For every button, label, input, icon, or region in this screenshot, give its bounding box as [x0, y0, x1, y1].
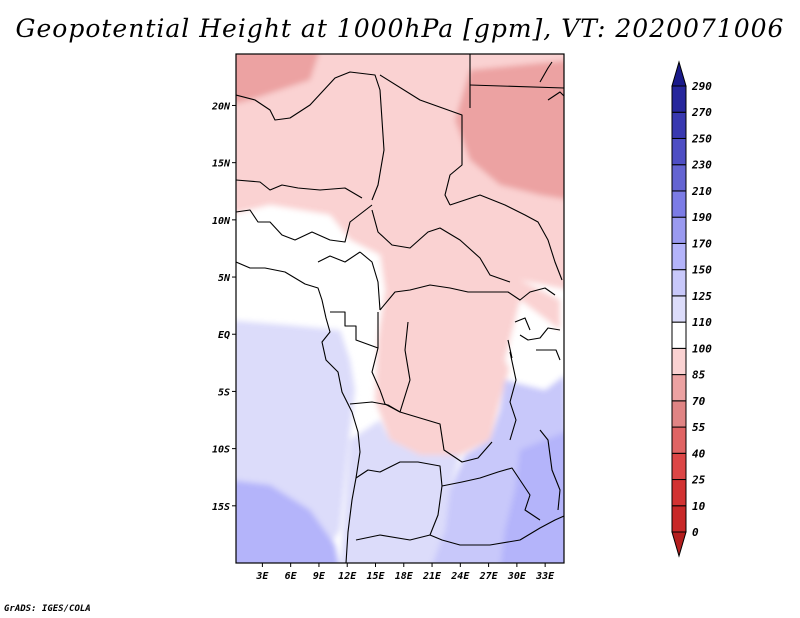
region-southern-africa	[340, 420, 460, 563]
colorbar-swatch	[671, 216, 687, 244]
colorbar-label: 250	[691, 132, 712, 145]
colorbar-label: 270	[691, 106, 712, 119]
colorbar-label: 10	[692, 500, 706, 513]
colorbar-swatch	[671, 269, 687, 297]
map-frame	[235, 53, 565, 564]
y-tick-label: 20N	[211, 101, 231, 112]
grads-credit: GrADS: IGES/COLA	[4, 604, 91, 614]
colorbar-swatch	[671, 164, 687, 192]
x-tick-label: 21E	[422, 571, 442, 582]
colorbar-swatch	[671, 479, 687, 507]
colorbar-label: 100	[692, 342, 712, 355]
y-tick-label: 5N	[218, 273, 231, 284]
colorbar-label: 70	[692, 395, 706, 408]
region-central-north-band	[380, 240, 560, 330]
chart-title: Geopotential Height at 1000hPa [gpm], VT…	[15, 14, 785, 43]
colorbar-swatch	[671, 400, 687, 428]
x-tick-label: 3E	[255, 571, 269, 582]
colorbar-label: 85	[692, 369, 706, 382]
y-tick-label: 15N	[212, 159, 231, 170]
colorbar-swatch	[671, 347, 687, 376]
x-tick-label: 30E	[507, 571, 527, 582]
colorbar-label: 210	[691, 185, 712, 198]
region-east-africa-white	[505, 300, 564, 390]
region-northeast-sudan	[455, 60, 564, 199]
y-tick-label: 5S	[218, 387, 230, 398]
region-congo-basin-pink	[375, 290, 520, 455]
x-tick-label: 9E	[313, 571, 326, 582]
region-gulf-guinea-white	[236, 205, 385, 330]
colorbar-top-arrow	[671, 60, 687, 87]
region-southwest-atlantic	[236, 480, 339, 563]
x-tick-label: 6E	[285, 571, 298, 582]
x-tick-label: 33E	[535, 571, 555, 582]
colorbar-bottom-arrow	[671, 531, 687, 558]
x-tick-label: 27E	[479, 571, 499, 582]
colorbar-swatch	[671, 505, 687, 533]
colorbar-label: 125	[692, 290, 712, 303]
colorbar-label: 55	[692, 421, 706, 434]
colorbar-label: 230	[691, 159, 712, 172]
colorbar-swatch	[671, 242, 687, 271]
colorbar-label: 0	[692, 526, 699, 539]
y-tick-label: 10N	[212, 216, 231, 227]
x-tick-label: 15E	[366, 571, 385, 582]
colorbar-swatch	[671, 295, 687, 323]
height-field	[236, 54, 564, 563]
y-tick-label: 10S	[212, 445, 230, 456]
coastlines-borders	[236, 54, 564, 563]
region-mozambique-channel	[500, 432, 564, 563]
y-tick-label: EQ	[218, 330, 230, 341]
colorbar-label: 190	[692, 211, 712, 224]
region-sahara-sahel	[236, 54, 470, 205]
colorbar-swatch	[671, 111, 687, 139]
colorbar: 0 10 25 40 55 70 85 100 110 125 150 170 190 210 230 250…	[671, 60, 712, 558]
colorbar-swatch	[671, 452, 687, 481]
colorbar-swatch	[671, 85, 687, 113]
colorbar-swatch	[671, 321, 687, 349]
x-tick-label: 18E	[395, 571, 414, 582]
colorbar-label: 110	[692, 316, 712, 329]
x-tick-label: 12E	[338, 571, 357, 582]
colorbar-label: 40	[692, 447, 706, 460]
colorbar-label: 150	[692, 264, 712, 277]
region-far-north-deep	[236, 54, 319, 104]
colorbar-swatch	[671, 374, 687, 402]
colorbar-label: 170	[692, 237, 712, 250]
y-axis: 20N 15N 10N 5N EQ 5S 10S 15S	[211, 101, 236, 513]
colorbar-label: 25	[691, 474, 706, 487]
colorbar-swatch	[671, 190, 687, 218]
colorbar-label: 290	[691, 80, 712, 93]
x-tick-label: 24E	[450, 571, 470, 582]
y-tick-label: 15S	[212, 502, 230, 513]
colorbar-swatch	[671, 137, 687, 166]
x-axis: 3E 6E 9E 12E 15E 18E 21E 24E 27E 30E 33E	[255, 563, 555, 582]
colorbar-swatch	[671, 426, 687, 454]
